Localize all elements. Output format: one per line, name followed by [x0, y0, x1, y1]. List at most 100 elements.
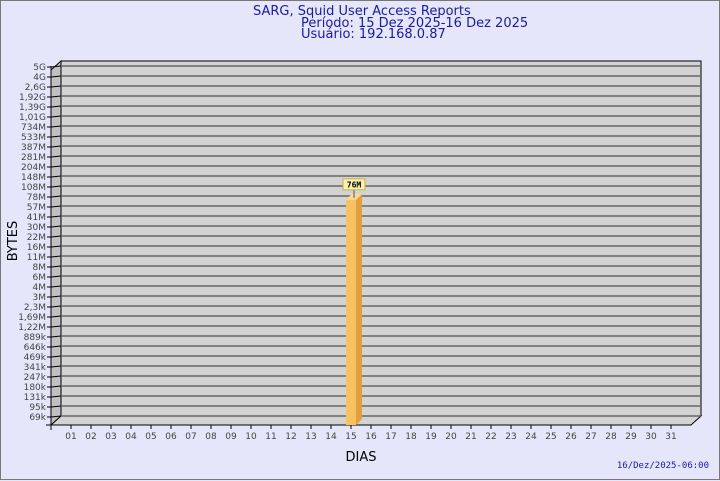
y-tick-connector	[50, 115, 62, 118]
y-tick-connector	[50, 215, 62, 218]
data-label-box	[342, 178, 366, 191]
y-tick-label: 22M	[27, 233, 46, 243]
x-tick-label: 29	[625, 432, 637, 442]
y-tick-label: 533M	[21, 133, 46, 143]
y-tick-connector	[50, 85, 62, 88]
y-tick-connector	[50, 235, 62, 238]
y-tick-label: 95k	[29, 403, 46, 413]
period-label: Período: 15 Dez 2025-16 Dez 2025	[301, 16, 529, 31]
y-tick-label: 11M	[27, 253, 46, 263]
y-tick-connector	[50, 185, 62, 188]
x-tick-label: 26	[565, 432, 577, 442]
y-tick-connector	[50, 245, 62, 248]
y-tick-label: 341k	[24, 363, 47, 373]
y-tick-label: 1,69M	[18, 313, 46, 323]
y-tick-connector	[50, 205, 62, 208]
y-tick-label: 148M	[21, 173, 46, 183]
y-tick-label: 2,3M	[24, 303, 46, 313]
x-tick-label: 28	[605, 432, 617, 442]
y-tick-label: 247k	[24, 373, 47, 383]
y-tick-label: 2,6G	[25, 83, 46, 93]
x-axis-title: DIAS	[346, 450, 377, 465]
x-tick-label: 31	[665, 432, 676, 442]
x-tick-label: 11	[265, 432, 276, 442]
x-tick-label: 07	[185, 432, 196, 442]
y-tick-label: 5G	[33, 63, 46, 73]
y-tick-connector	[50, 315, 62, 318]
y-tick-connector	[50, 145, 62, 148]
y-tick-connector	[50, 135, 62, 138]
bar-front	[346, 199, 356, 425]
chart-title: SARG, Squid User Access Reports	[253, 4, 471, 19]
x-tick-label: 09	[225, 432, 237, 442]
y-tick-label: 180k	[24, 383, 47, 393]
y-tick-label: 8M	[33, 263, 47, 273]
y-tick-label: 1,39G	[19, 103, 46, 113]
y-tick-connector	[50, 365, 62, 368]
y-tick-connector	[50, 275, 62, 278]
y-tick-label: 108M	[21, 183, 46, 193]
y-tick-connector	[50, 405, 62, 408]
y-tick-label: 1,92G	[19, 93, 46, 103]
y-tick-connector	[50, 165, 62, 168]
y-tick-connector	[50, 295, 62, 298]
y-tick-connector	[50, 265, 62, 268]
x-tick-label: 15	[345, 432, 356, 442]
y-tick-connector	[50, 285, 62, 288]
x-tick-label: 24	[525, 432, 537, 442]
y-tick-label: 1,22M	[18, 323, 46, 333]
y-tick-connector	[50, 75, 62, 78]
timestamp: 16/Dez/2025-06:00	[616, 461, 709, 471]
y-tick-connector	[50, 225, 62, 228]
x-tick-label: 03	[105, 432, 116, 442]
y-tick-connector	[50, 155, 62, 158]
y-tick-connector	[50, 385, 62, 388]
y-tick-connector	[50, 255, 62, 258]
y-tick-connector	[50, 325, 62, 328]
y-tick-label: 469k	[24, 353, 47, 363]
x-tick-label: 27	[585, 432, 596, 442]
y-tick-connector	[50, 305, 62, 308]
back-wall	[60, 60, 702, 417]
x-tick-label: 10	[245, 432, 257, 442]
y-tick-connector	[50, 95, 62, 98]
y-tick-label: 3M	[33, 293, 47, 303]
x-tick-label: 01	[65, 432, 76, 442]
y-tick-label: 4G	[33, 73, 46, 83]
x-tick-label: 13	[305, 432, 316, 442]
y-axis-title: BYTES	[6, 221, 21, 262]
x-tick-label: 17	[385, 432, 396, 442]
y-tick-label: 734M	[21, 123, 46, 133]
x-tick-label: 08	[205, 432, 217, 442]
x-tick-label: 02	[85, 432, 96, 442]
y-tick-connector	[50, 65, 62, 68]
x-tick-label: 16	[365, 432, 377, 442]
y-tick-label: 204M	[21, 163, 46, 173]
y-tick-connector	[50, 415, 62, 418]
x-tick-label: 22	[485, 432, 496, 442]
y-tick-label: 57M	[27, 203, 46, 213]
x-tick-label: 04	[125, 432, 137, 442]
y-tick-label: 646k	[24, 343, 47, 353]
y-tick-label: 4M	[33, 283, 47, 293]
data-label: 76M	[347, 180, 362, 189]
y-tick-connector	[50, 355, 62, 358]
x-tick-label: 06	[165, 432, 177, 442]
x-tick-label: 20	[445, 432, 457, 442]
y-tick-connector	[50, 195, 62, 198]
x-tick-label: 21	[465, 432, 476, 442]
y-tick-connector	[50, 125, 62, 128]
x-tick-label: 14	[325, 432, 337, 442]
y-tick-label: 41M	[27, 213, 46, 223]
x-tick-label: 05	[145, 432, 156, 442]
x-tick-label: 19	[425, 432, 437, 442]
y-tick-label: 6M	[33, 273, 47, 283]
x-tick-label: 18	[405, 432, 417, 442]
y-tick-label: 30M	[27, 223, 46, 233]
x-tick-label: 25	[545, 432, 556, 442]
y-tick-label: 1,01G	[19, 113, 46, 123]
x-tick-label: 30	[645, 432, 657, 442]
y-tick-connector	[50, 335, 62, 338]
